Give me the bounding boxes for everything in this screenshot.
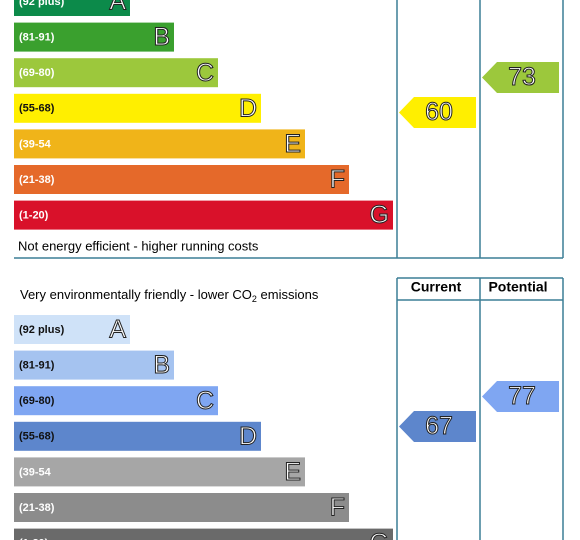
band-bar — [14, 457, 305, 487]
rating-arrow — [399, 411, 476, 442]
rating-value: 67 — [425, 412, 453, 440]
band-bar — [14, 93, 261, 123]
band-letter: B — [153, 351, 170, 379]
column-header: Potential — [488, 279, 547, 295]
column-header: Current — [411, 279, 462, 295]
band-bar — [14, 58, 218, 88]
band-letter: A — [109, 0, 126, 16]
band-range: (39-54 — [19, 466, 52, 478]
rating-arrow — [482, 62, 559, 93]
band-range: (69-80) — [19, 67, 55, 79]
band-bar — [14, 129, 305, 159]
rating-arrow — [482, 381, 559, 412]
band-bar — [14, 350, 174, 380]
header-text: Very environmentally friendly - lower CO — [20, 287, 252, 302]
band-letter: G — [370, 201, 389, 229]
band-letter: E — [284, 458, 301, 486]
band-letter: F — [330, 494, 345, 522]
band-range: (81-91) — [19, 360, 55, 372]
band-bar — [14, 22, 174, 52]
band-range: (92 plus) — [19, 324, 65, 336]
band-range: (55-68) — [19, 431, 55, 443]
band-letter: A — [109, 316, 126, 344]
band-range: (21-38) — [19, 174, 55, 186]
rating-arrow — [399, 97, 476, 128]
band-letter: G — [370, 529, 389, 540]
rating-value: 73 — [508, 63, 536, 91]
band-letter: C — [196, 387, 214, 415]
band-letter: B — [153, 23, 170, 51]
band-letter: D — [239, 94, 257, 122]
band-range: (1-20) — [19, 210, 49, 222]
band-range: (39-54 — [19, 138, 52, 150]
band-range: (55-68) — [19, 103, 55, 115]
band-bar — [14, 0, 130, 16]
band-bar — [14, 315, 130, 344]
band-range: (81-91) — [19, 32, 55, 44]
band-range: (21-38) — [19, 502, 55, 514]
rating-value: 60 — [425, 98, 453, 126]
band-bar — [14, 386, 218, 416]
band-letter: F — [330, 166, 345, 194]
band-range: (92 plus) — [19, 0, 65, 8]
header: Very environmentally friendly - lower CO… — [20, 287, 319, 304]
band-bar — [14, 493, 349, 522]
band-range: (69-80) — [19, 395, 55, 407]
band-range: (1-20) — [19, 538, 49, 540]
header-text: emissions — [257, 287, 319, 302]
header-sub: 2 — [252, 294, 257, 304]
footer: Not energy efficient - higher running co… — [18, 238, 259, 253]
band-bar — [14, 165, 349, 194]
band-bar — [14, 200, 393, 230]
band-bar — [14, 421, 261, 451]
band-letter: E — [284, 130, 301, 158]
band-letter: D — [239, 422, 257, 450]
band-letter: C — [196, 59, 214, 87]
rating-value: 77 — [508, 382, 536, 410]
band-bar — [14, 528, 393, 540]
